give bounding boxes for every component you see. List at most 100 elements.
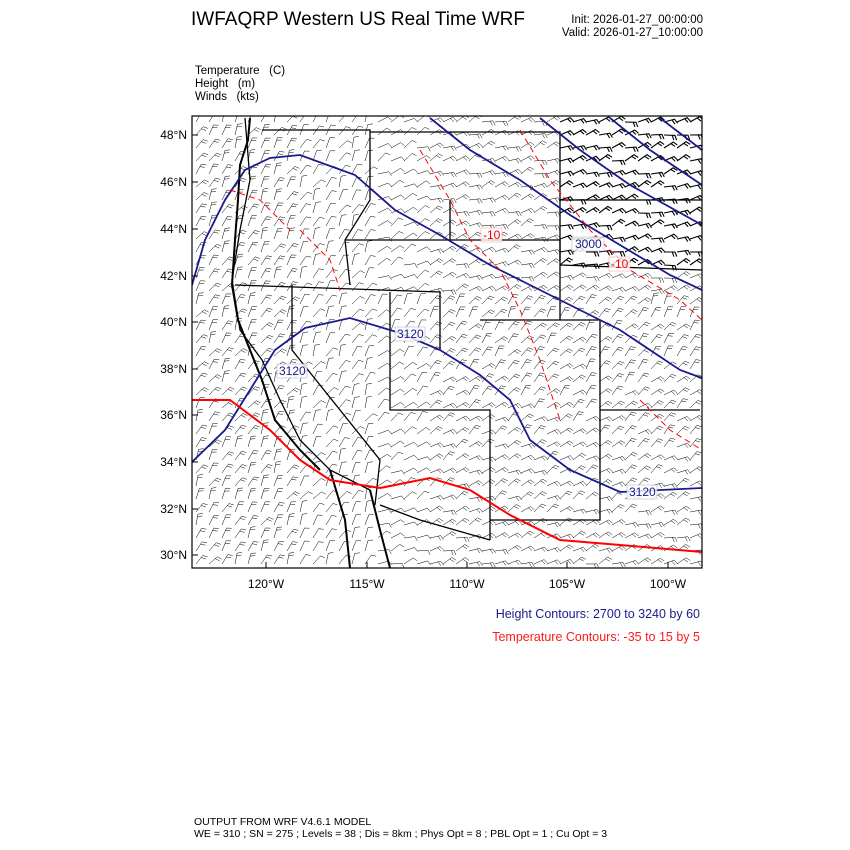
lon-tick-label: 115°W bbox=[349, 577, 385, 591]
wind-barb bbox=[338, 164, 351, 175]
lon-tick-label: 105°W bbox=[549, 577, 586, 591]
wind-barb bbox=[377, 509, 392, 514]
wind-barb bbox=[325, 540, 335, 552]
wind-barb bbox=[481, 319, 492, 331]
wind-barb bbox=[689, 523, 702, 529]
wind-barb bbox=[676, 346, 688, 357]
wind-barb bbox=[689, 389, 702, 396]
wind-barb bbox=[455, 320, 468, 331]
wind-barb bbox=[338, 360, 351, 370]
wind-barb bbox=[637, 233, 652, 240]
wind-barb bbox=[572, 374, 586, 383]
height-label: 3000 bbox=[575, 237, 602, 251]
wind-barb bbox=[533, 503, 547, 513]
wind-barb bbox=[507, 233, 522, 240]
wind-barb bbox=[390, 168, 405, 175]
wind-barb bbox=[481, 456, 496, 462]
wind-barb bbox=[468, 469, 483, 475]
wind-barb bbox=[273, 502, 285, 513]
wind-barb bbox=[273, 461, 281, 474]
wind-barb bbox=[637, 372, 650, 383]
wind-barb bbox=[676, 323, 691, 331]
wind-barb bbox=[195, 203, 207, 214]
wind-barb bbox=[377, 479, 392, 487]
wind-barb bbox=[663, 223, 678, 229]
wind-barb bbox=[572, 336, 587, 344]
wind-barb bbox=[520, 155, 535, 162]
wind-barb bbox=[286, 137, 297, 149]
wind-barb bbox=[611, 295, 625, 305]
wind-barb bbox=[624, 425, 637, 435]
wind-barb bbox=[416, 456, 431, 461]
wind-barb bbox=[637, 212, 652, 219]
wind-barb bbox=[598, 224, 613, 231]
wind-barb bbox=[338, 140, 352, 149]
wind-barb bbox=[442, 385, 455, 396]
wind-barb bbox=[689, 533, 702, 539]
wind-barb bbox=[338, 529, 352, 539]
wind-barb bbox=[507, 373, 521, 383]
wind-barb bbox=[572, 168, 587, 175]
wind-barb bbox=[468, 143, 483, 149]
wind-barb bbox=[195, 464, 209, 474]
wind-barb bbox=[429, 142, 444, 149]
wind-barb bbox=[286, 436, 297, 448]
valid-time: Valid: 2026-01-27_10:00:00 bbox=[561, 27, 703, 39]
wind-barb bbox=[585, 385, 597, 396]
wind-barb bbox=[364, 149, 374, 162]
wind-barb bbox=[598, 146, 613, 153]
wind-barb bbox=[286, 296, 300, 305]
wind-barb bbox=[494, 181, 509, 188]
wind-barb bbox=[676, 456, 691, 462]
wind-barb bbox=[572, 465, 586, 474]
wind-barb bbox=[351, 490, 364, 500]
wind-barb bbox=[390, 294, 403, 305]
wind-barb bbox=[325, 450, 338, 461]
wind-barb bbox=[572, 530, 587, 539]
wind-barb bbox=[338, 370, 347, 383]
wind-barb bbox=[572, 117, 588, 124]
wind-barb bbox=[338, 461, 347, 474]
wind-barb bbox=[286, 176, 297, 188]
wind-barb bbox=[364, 334, 377, 344]
wind-barb bbox=[221, 527, 232, 539]
wind-barb bbox=[312, 385, 324, 396]
wind-barb bbox=[689, 258, 702, 266]
wind-barb bbox=[195, 179, 209, 188]
wind-barb bbox=[663, 559, 678, 565]
wind-barb bbox=[403, 345, 414, 357]
wind-barb bbox=[260, 501, 271, 513]
wind-barb bbox=[299, 383, 307, 396]
wind-barb bbox=[663, 424, 675, 435]
wind-barb bbox=[312, 116, 317, 123]
wind-barb bbox=[546, 284, 561, 292]
wind-barb bbox=[611, 415, 626, 422]
wind-barb bbox=[650, 211, 665, 218]
wind-barb bbox=[312, 139, 325, 149]
wind-barb bbox=[364, 539, 374, 552]
wind-barb bbox=[234, 253, 244, 266]
wind-barb bbox=[338, 204, 352, 214]
wind-barb bbox=[559, 533, 574, 539]
wind-barb bbox=[390, 428, 405, 435]
wind-barb bbox=[455, 283, 469, 292]
wind-barb bbox=[299, 293, 310, 305]
wind-barb bbox=[663, 322, 677, 331]
wind-barb bbox=[312, 201, 321, 214]
wind-barb bbox=[481, 295, 495, 305]
wind-barb bbox=[559, 322, 573, 331]
wind-barb bbox=[598, 375, 613, 383]
wind-barb bbox=[312, 423, 323, 435]
wind-barb bbox=[598, 440, 613, 448]
wind-barb bbox=[403, 232, 418, 240]
wind-barb bbox=[221, 216, 233, 227]
wind-barb bbox=[572, 411, 584, 422]
wind-barb bbox=[507, 469, 522, 475]
wind-barb bbox=[195, 164, 207, 175]
wind-barb bbox=[221, 412, 235, 422]
wind-barb bbox=[208, 411, 220, 422]
wind-barb bbox=[221, 488, 231, 500]
wind-barb bbox=[429, 442, 444, 448]
wind-barb bbox=[494, 454, 509, 461]
wind-barb bbox=[455, 293, 466, 305]
